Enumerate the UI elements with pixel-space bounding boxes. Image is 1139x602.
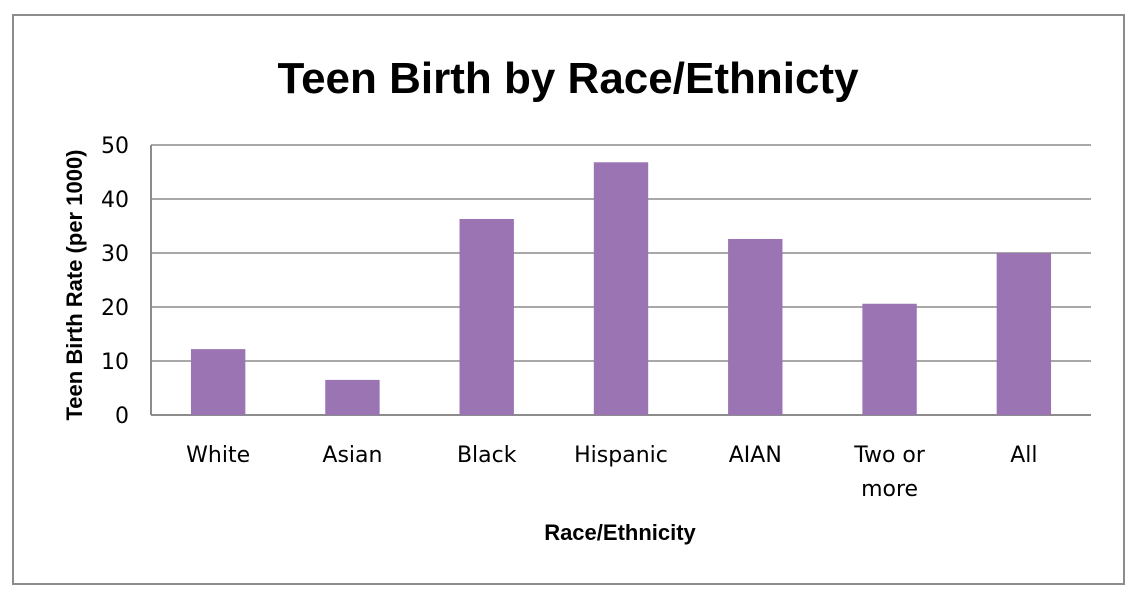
y-tick-labels: 0 10 20 30 40 50 [101,134,129,429]
bar [862,303,917,415]
y-tick-label: 40 [101,188,129,213]
x-tick-label: White [186,443,250,468]
bar [996,253,1052,415]
x-tick-label: Two or more [853,443,926,502]
y-tick-label: 50 [101,134,129,159]
y-tick-label: 10 [101,350,129,375]
y-tick-label: 20 [101,296,129,321]
x-tick-labels: White Asian Black Hispanic AIAN Two or more All [186,443,1037,502]
x-axis-title: Race/Ethnicity [544,520,696,545]
bar [325,379,380,415]
y-axis-title: Teen Birth Rate (per 1000) [62,149,87,420]
x-tick-label: AIAN [729,443,782,468]
x-tick-label: Hispanic [574,443,668,468]
y-tick-label: 0 [115,404,129,429]
chart-frame [12,14,1125,585]
x-tick-label: All [1010,443,1037,468]
bar [459,218,514,415]
bars [190,162,1052,415]
x-tick-label: Asian [322,443,382,468]
chart-title: Teen Birth by Race/Ethnicty [277,54,859,103]
bar [190,349,246,415]
y-tick-label: 30 [101,242,129,267]
bar [593,162,649,415]
bar [728,238,783,415]
x-tick-label: Black [457,443,517,468]
